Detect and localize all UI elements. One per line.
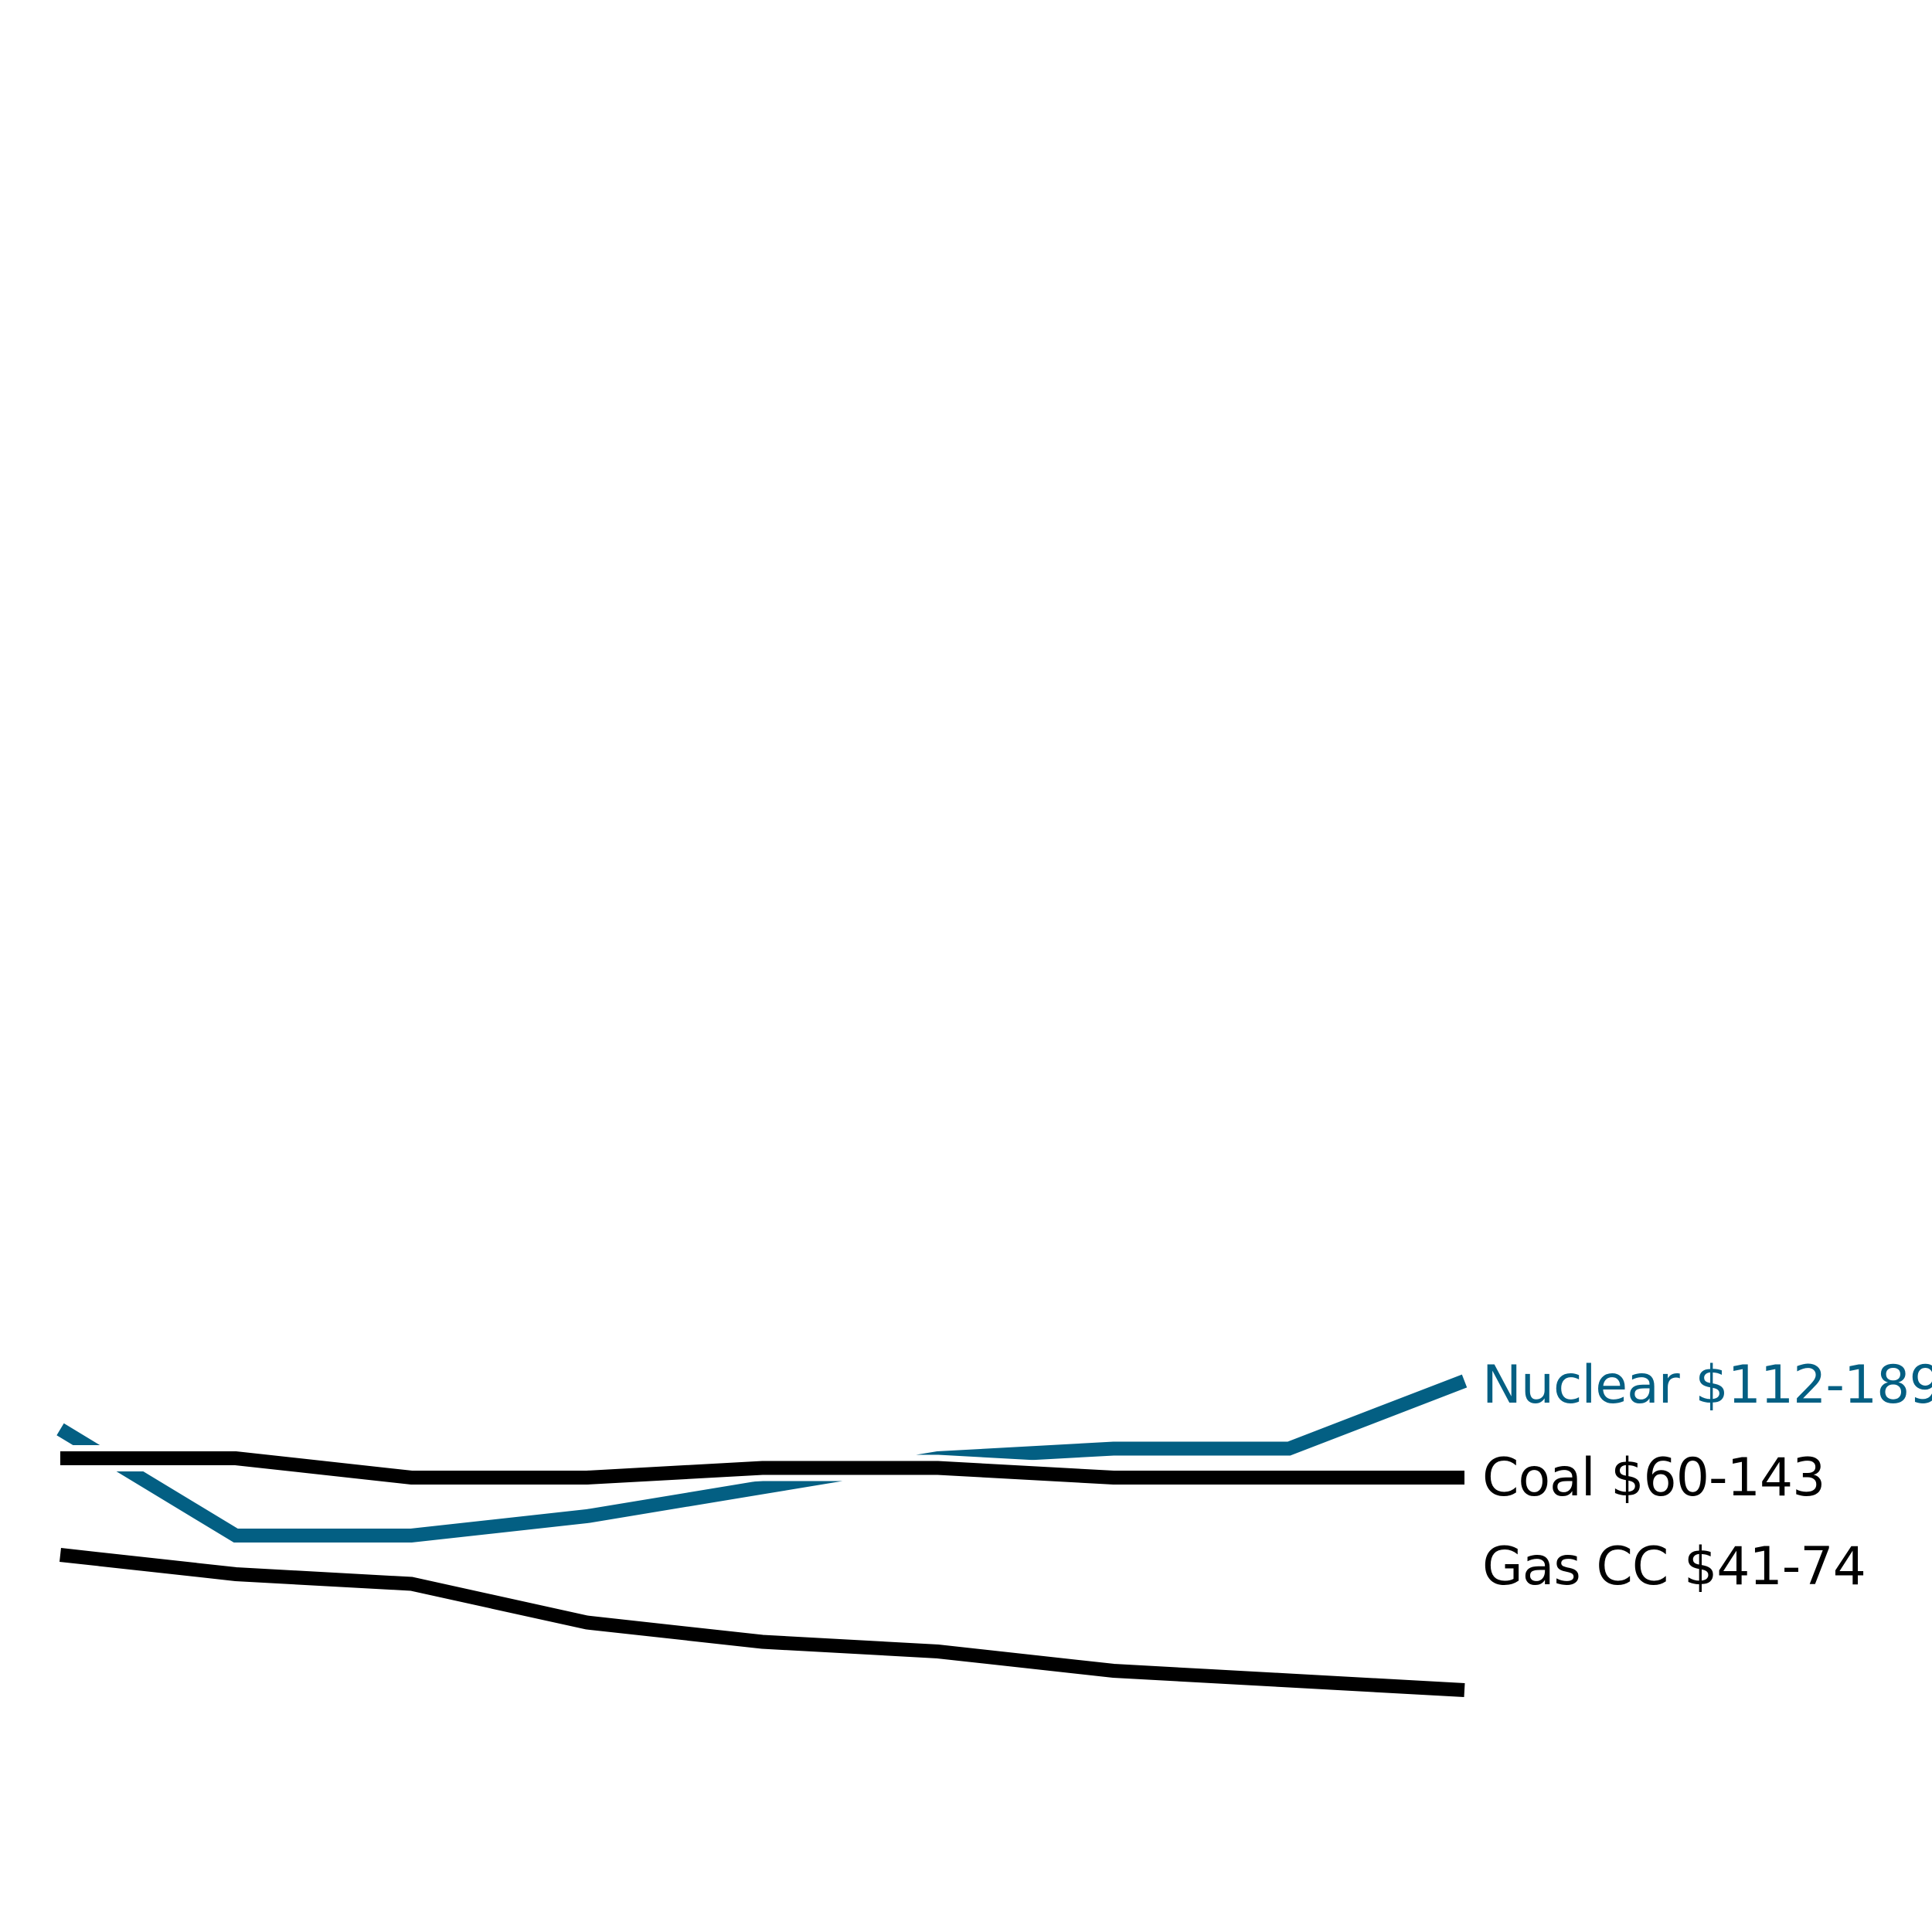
series-line-coal (60, 1451, 1464, 1485)
series-label-coal: Coal $60-143 (1482, 1447, 1825, 1509)
series-lines (53, 1369, 1470, 1703)
series-labels: Nuclear $112-189 Coal $60-143 Gas CC $41-7… (1482, 1355, 1932, 1597)
series-line-nuclear (56, 1374, 1468, 1543)
series-label-nuclear: Nuclear $112-189 (1482, 1355, 1932, 1416)
series-line-gas-cc (60, 1548, 1465, 1697)
series-label-gas-cc: Gas CC $41-74 (1482, 1536, 1866, 1597)
